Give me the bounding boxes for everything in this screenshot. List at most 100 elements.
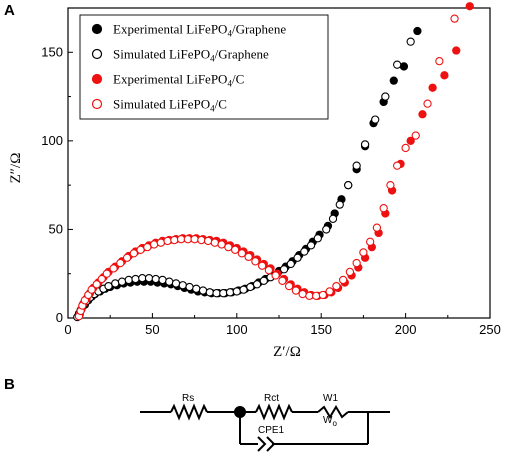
data-point [393, 161, 402, 170]
legend-label: Simulated LiFePO4/Graphene [113, 47, 269, 64]
data-point [411, 131, 420, 140]
chart-marks [73, 2, 474, 322]
data-point [143, 242, 152, 252]
warburg-symbol-label: Wo [323, 415, 337, 428]
data-point [389, 76, 398, 85]
legend-label-part: /C [215, 97, 227, 112]
legend-label-part: Experimental LiFePO [113, 72, 227, 87]
data-point [171, 279, 181, 288]
x-tick-label: 150 [310, 322, 332, 337]
data-point [305, 291, 314, 301]
legend-marker [91, 23, 103, 35]
w1-label: W1 [323, 393, 338, 404]
data-point [406, 136, 415, 146]
data-point [322, 225, 331, 234]
data-point [210, 238, 220, 247]
y-tick-label: 100 [41, 133, 63, 148]
panel-a-label: A [4, 2, 15, 19]
data-point [102, 269, 111, 278]
data-point [344, 180, 353, 190]
rs-resistor [170, 403, 208, 421]
data-point [170, 235, 179, 245]
data-point [129, 249, 138, 258]
series-4 [74, 14, 459, 321]
data-point [259, 276, 268, 285]
data-point [203, 236, 213, 246]
data-point [111, 279, 120, 288]
x-tick-label: 0 [64, 322, 71, 337]
data-point [345, 267, 355, 277]
data-point [144, 273, 154, 283]
legend-box [79, 14, 329, 120]
data-point [97, 274, 106, 284]
legend-marker [91, 73, 103, 85]
data-point [183, 235, 192, 244]
data-point [192, 284, 201, 293]
data-point [440, 71, 449, 80]
data-point [352, 161, 361, 170]
data-point [131, 274, 140, 284]
chart-axes: 0 50 100 150 200 250 0 50 100 150 [41, 7, 501, 337]
data-point [217, 240, 226, 249]
legend-label: Experimental LiFePO4/Graphene [113, 22, 286, 39]
data-point [205, 288, 214, 297]
data-point [251, 257, 260, 266]
legend-label-part: /Graphene [215, 47, 269, 62]
data-point [279, 265, 289, 274]
panel-b-label: B [4, 376, 15, 393]
data-point [225, 288, 235, 297]
data-point [381, 92, 390, 101]
data-point [311, 291, 321, 301]
data-point [406, 37, 415, 46]
data-point [230, 245, 240, 254]
cpe-element [257, 436, 267, 452]
data-point [224, 242, 233, 252]
data-point [165, 277, 174, 286]
x-tick-label: 100 [226, 322, 248, 337]
legend-label-part: /C [232, 72, 244, 87]
data-point [104, 281, 113, 291]
data-point [359, 248, 368, 257]
data-point [418, 110, 427, 119]
data-point [325, 287, 334, 296]
legend-label-part: /Graphene [232, 22, 286, 37]
data-point [428, 83, 437, 92]
data-point [149, 240, 159, 249]
y-tick-label: 150 [41, 44, 63, 59]
data-point [197, 235, 206, 245]
data-point [332, 281, 341, 291]
data-point [401, 143, 410, 153]
y-tick-label: 50 [49, 221, 63, 236]
data-point [313, 234, 322, 243]
data-point [291, 286, 301, 295]
data-point [156, 238, 165, 247]
data-point [371, 115, 380, 124]
data-point [163, 236, 172, 246]
y-axis-title: Z″/Ω [8, 153, 24, 184]
data-point [257, 261, 267, 270]
data-point [450, 14, 459, 23]
data-point [452, 46, 461, 55]
legend-label: Simulated LiFePO4/C [113, 97, 227, 114]
data-point [465, 2, 474, 11]
data-point [284, 281, 294, 291]
data-point [271, 271, 280, 280]
data-point [151, 274, 160, 284]
data-point [198, 286, 208, 295]
x-tick-label: 250 [479, 322, 501, 337]
data-point [328, 214, 338, 223]
equivalent-circuit [140, 403, 390, 452]
data-point [239, 285, 248, 294]
cpe-label: CPE1 [258, 425, 285, 436]
data-point [413, 26, 422, 36]
data-point [379, 204, 388, 213]
data-point [87, 285, 96, 294]
data-point [435, 56, 444, 66]
data-point [264, 266, 274, 275]
legend-label-part: 4 [210, 54, 215, 64]
data-point [372, 223, 382, 232]
rct-label: Rct [264, 393, 279, 404]
data-point [136, 245, 145, 254]
legend-label: Experimental LiFePO4/C [113, 72, 244, 89]
